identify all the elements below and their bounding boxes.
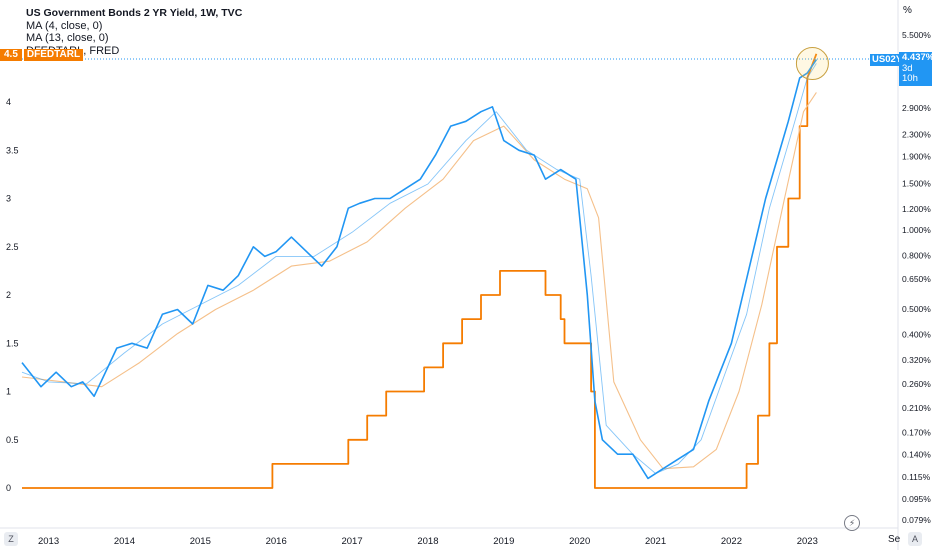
right-tick-label: 1.900% xyxy=(902,151,931,161)
latest-highlight-circle xyxy=(795,47,829,81)
right-tick-label: 0.260% xyxy=(902,379,931,389)
right-tick-label: 1.200% xyxy=(902,204,931,214)
left-tick-label: 2.5 xyxy=(6,242,19,252)
legend-ma4[interactable]: MA (4, close, 0) xyxy=(26,19,103,32)
right-tick-label: 0.400% xyxy=(902,330,931,340)
fedrate-name: DFEDTARL xyxy=(23,49,84,61)
left-tick-label: 3.5 xyxy=(6,145,19,155)
legend-ma13[interactable]: MA (13, close, 0) xyxy=(26,32,109,44)
x-axis: 2013 2014 2015 2016 2017 2018 2019 2020 2021 2022… xyxy=(0,527,898,547)
x-tick-label: 2021 xyxy=(645,536,666,547)
left-tick-label: 3 xyxy=(6,194,11,204)
right-tick-label: 0.095% xyxy=(902,494,931,504)
x-tick-label: 2020 xyxy=(569,536,590,547)
fedrate-price-tag: 4.5 DFEDTARL xyxy=(0,49,84,61)
right-tick-label: 5.500% xyxy=(902,30,931,40)
left-tick-label: 1 xyxy=(6,387,11,397)
right-tick-label: 2.900% xyxy=(902,103,931,113)
right-tick-label: 0.500% xyxy=(902,304,931,314)
left-tick-label: 1.5 xyxy=(6,338,19,348)
right-tick-label: 1.000% xyxy=(902,225,931,235)
x-tick-label: 2014 xyxy=(114,536,135,547)
legend-title[interactable]: US Government Bonds 2 YR Yield, 1W, TVC xyxy=(26,7,243,19)
x-tick-label: 2017 xyxy=(341,536,362,547)
right-tick-label: 0.210% xyxy=(902,403,931,413)
right-tick-label: 0.320% xyxy=(902,355,931,365)
x-tick-label: 2023 xyxy=(797,536,818,547)
right-tick-label: 1.500% xyxy=(902,179,931,189)
zoom-button[interactable]: Z xyxy=(4,532,18,546)
series-line-3 xyxy=(22,53,818,489)
x-tick-label: 2013 xyxy=(38,536,59,547)
right-tick-label: 0.170% xyxy=(902,427,931,437)
chart-lines xyxy=(21,53,898,489)
auto-scale-button[interactable]: A xyxy=(908,532,922,546)
percent-unit: % xyxy=(903,5,912,16)
right-axis: 5.500%3.700%2.900%2.300%1.900%1.500%1.20… xyxy=(897,0,931,550)
right-tick-label: 0.115% xyxy=(902,472,931,482)
chart-marks xyxy=(795,47,829,81)
x-overflow-label: Se xyxy=(888,534,901,545)
x-tick-label: 2019 xyxy=(493,536,514,547)
fedrate-value: 4.5 xyxy=(0,49,22,61)
us02y-name-tag: US02Y xyxy=(870,54,905,66)
left-tick-label: 0.5 xyxy=(6,435,19,445)
series-line-0 xyxy=(21,59,818,480)
left-tick-label: 2 xyxy=(6,290,11,300)
right-tick-label: 2.300% xyxy=(902,130,931,140)
us02y-value: 4.437% xyxy=(902,52,932,63)
x-tick-label: 2022 xyxy=(721,536,742,547)
flash-icon[interactable]: ⚡ xyxy=(844,515,860,531)
us02y-price-tag: 4.437% 3d 10h xyxy=(899,52,932,86)
left-axis: 0 0.5 1 1.5 2 2.5 3 3.5 4 xyxy=(6,97,19,493)
us02y-countdown: 3d 10h xyxy=(902,62,918,84)
left-tick-label: 4 xyxy=(6,97,11,107)
series-line-2 xyxy=(21,92,817,470)
chart-legend: US Government Bonds 2 YR Yield, 1W, TVC … xyxy=(26,7,242,57)
left-tick-label: 0 xyxy=(6,483,11,493)
right-tick-label: 0.079% xyxy=(902,515,931,525)
right-tick-label: 0.800% xyxy=(902,250,931,260)
right-tick-label: 0.650% xyxy=(902,274,931,284)
x-tick-label: 2018 xyxy=(417,536,438,547)
right-tick-label: 0.140% xyxy=(902,450,931,460)
series-line-1 xyxy=(21,63,817,474)
x-tick-label: 2015 xyxy=(190,536,211,547)
x-tick-label: 2016 xyxy=(266,536,287,547)
